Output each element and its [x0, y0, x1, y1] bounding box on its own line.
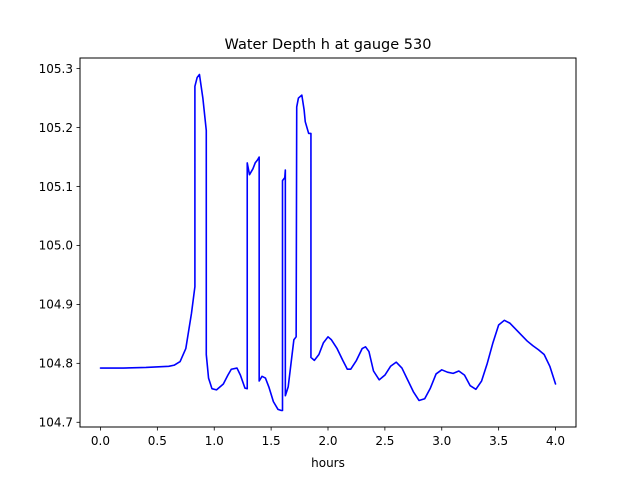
- x-tick-label: 4.0: [546, 434, 565, 448]
- y-axis-ticks: 104.7 104.8 104.9 105.0 105.1 105.2 105.3: [39, 62, 80, 430]
- y-tick-label: 105.1: [39, 180, 73, 194]
- x-tick-label: 1.0: [205, 434, 224, 448]
- x-axis-label: hours: [311, 456, 345, 470]
- x-tick-label: 1.5: [262, 434, 281, 448]
- y-tick-label: 104.8: [39, 357, 73, 371]
- x-tick-label: 3.5: [489, 434, 508, 448]
- x-tick-label: 3.0: [432, 434, 451, 448]
- x-tick-label: 0.0: [91, 434, 110, 448]
- y-tick-label: 105.3: [39, 62, 73, 76]
- y-tick-label: 104.9: [39, 298, 73, 312]
- x-axis-ticks: 0.0 0.5 1.0 1.5 2.0 2.5 3.0 3.5 4.0: [91, 427, 565, 448]
- x-tick-label: 0.5: [148, 434, 167, 448]
- x-tick-label: 2.5: [375, 434, 394, 448]
- plot-area: [99, 73, 557, 412]
- series-line: [99, 73, 557, 412]
- axes-frame: [79, 57, 577, 428]
- y-tick-label: 105.2: [39, 121, 73, 135]
- x-tick-label: 2.0: [318, 434, 337, 448]
- chart-title: Water Depth h at gauge 530: [225, 37, 432, 53]
- y-tick-label: 105.0: [39, 239, 73, 253]
- y-tick-label: 104.7: [39, 416, 73, 430]
